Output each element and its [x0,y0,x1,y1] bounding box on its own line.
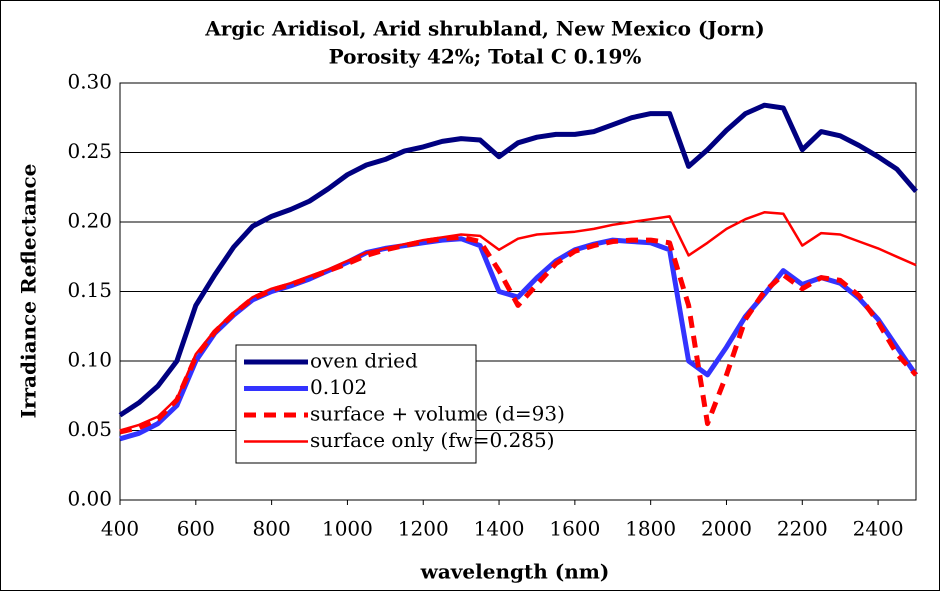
y-tick-label: 0.15 [67,278,112,302]
y-tick-label: 0.30 [67,70,112,94]
x-tick-label: 2200 [777,517,828,541]
y-tick-label: 0.05 [67,417,112,441]
x-tick-label: 2000 [701,517,752,541]
legend-label: surface + volume (d=93) [310,402,565,426]
y-tick-label: 0.10 [67,348,112,372]
chart-subtitle: Porosity 42%; Total C 0.19% [329,45,642,69]
x-axis-label: wavelength (nm) [420,560,610,584]
x-tick-label: 2400 [853,517,904,541]
series-line [118,102,918,418]
x-tick-label: 1400 [474,517,525,541]
legend-label: oven dried [310,349,418,373]
legend-box [235,344,477,464]
legend-label: 0.102 [310,375,367,399]
x-tick-label: 1800 [625,517,676,541]
plot-border [119,82,917,501]
x-tick-label: 1600 [549,517,600,541]
chart-title: Argic Aridisol, Arid shrubland, New Mexi… [204,17,764,41]
y-axis-label: Irradiance Reflectance [17,164,41,419]
x-tick-label: 1200 [398,517,449,541]
series-line [119,234,918,435]
series-line [119,236,919,442]
x-tick-label: 400 [101,517,139,541]
x-tick-label: 1000 [322,517,373,541]
y-tick-label: 0.20 [67,209,112,233]
legend-label: surface only (fw=0.285) [310,428,555,452]
y-tick-label: 0.25 [67,139,112,163]
y-tick-label: 0.00 [67,487,112,511]
series-line [119,211,917,432]
x-tick-label: 600 [177,517,215,541]
x-tick-label: 800 [253,517,291,541]
